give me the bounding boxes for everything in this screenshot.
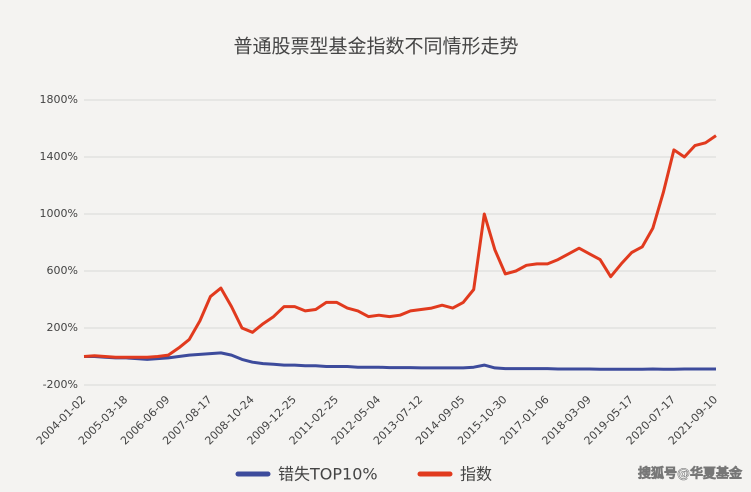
y-tick-label: 200%: [47, 321, 78, 334]
y-tick-label: 1800%: [40, 93, 78, 106]
series-line: [83, 134, 717, 359]
y-tick-label: -200%: [43, 378, 78, 391]
series-line: [84, 351, 716, 371]
y-tick-label: 1400%: [40, 150, 78, 163]
chart-title: 普通股票型基金指数不同情形走势: [233, 36, 518, 58]
y-tick-label: 1000%: [40, 207, 78, 220]
legend-label: 错失TOP10%: [278, 465, 378, 484]
watermark: 搜狐号@华夏基金: [638, 466, 743, 482]
legend-label: 指数: [460, 465, 492, 484]
y-tick-label: 600%: [47, 264, 78, 277]
